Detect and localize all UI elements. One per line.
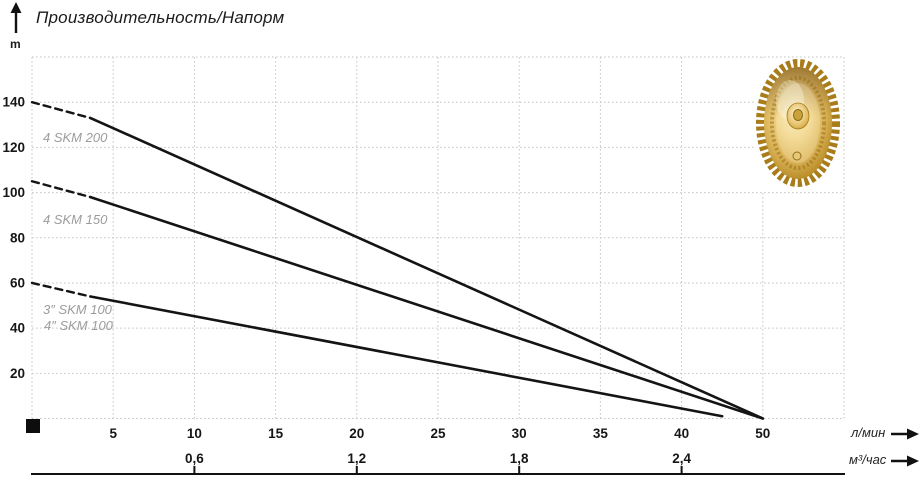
- curve-label: 4 SKM 200: [43, 130, 108, 145]
- curve-label: 4″ SKM 100: [44, 318, 113, 333]
- impeller-image: [755, 58, 841, 192]
- x-axis-arrow-right-icon: [891, 428, 919, 440]
- y-axis-unit-label: m: [10, 37, 21, 51]
- x-tick-label-m3h: 1,8: [510, 451, 529, 466]
- y-tick-label: 80: [10, 230, 25, 245]
- x-tick-label-lpm: 50: [755, 426, 770, 441]
- brass-impeller-icon: [756, 59, 840, 187]
- x-tick-label-lpm: 10: [187, 426, 202, 441]
- pump-curve: [89, 295, 724, 418]
- x-tick-label-m3h: 0,6: [185, 451, 204, 466]
- y-tick-label: 20: [10, 366, 25, 381]
- x-tick-label-lpm: 20: [349, 426, 364, 441]
- y-tick-label: 140: [2, 95, 25, 110]
- x-tick-label-lpm: 40: [674, 426, 689, 441]
- y-tick-label: 120: [2, 140, 25, 155]
- x-tick-label-lpm: 30: [512, 426, 527, 441]
- x-tick-label-lpm: 5: [109, 426, 117, 441]
- y-tick-label: 40: [10, 321, 25, 336]
- x-axis-unit-m3h: м³/час: [849, 452, 887, 467]
- x-tick-label-lpm: 35: [593, 426, 609, 441]
- pump-curve-dashed: [30, 180, 92, 199]
- x-tick-label-lpm: 25: [430, 426, 446, 441]
- y-axis-arrow-up-icon: [10, 2, 22, 33]
- curve-label: 4 SKM 150: [43, 212, 108, 227]
- pump-curve: [89, 195, 765, 420]
- x-tick-label-m3h: 1,2: [347, 451, 366, 466]
- origin-marker: [26, 419, 40, 433]
- x-tick-label-lpm: 15: [268, 426, 284, 441]
- x-axis-unit-lpm: л/мин: [851, 425, 886, 440]
- pump-curve-dashed: [30, 100, 92, 120]
- y-tick-label: 60: [10, 275, 25, 290]
- x-axis-secondary-arrow-right-icon: [891, 455, 919, 467]
- y-tick-label: 100: [2, 185, 25, 200]
- chart-title: Производительность/Напорм: [36, 8, 285, 27]
- pump-curve-dashed: [30, 281, 92, 298]
- curve-label: 3″ SKM 100: [43, 302, 112, 317]
- pump-curve: [89, 116, 765, 420]
- x-tick-label-m3h: 2,4: [672, 451, 691, 466]
